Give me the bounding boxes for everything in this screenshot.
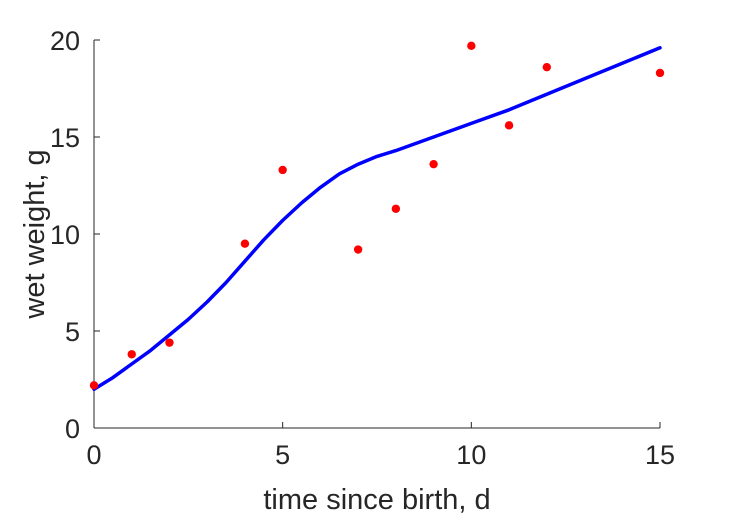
data-point	[278, 165, 287, 175]
chart-tick-labels: 0 5 10 15 0 5 10 15 20	[50, 26, 675, 470]
data-point	[429, 159, 438, 169]
data-point	[467, 41, 476, 51]
y-tick-label: 10	[50, 220, 80, 250]
x-tick-label: 10	[456, 440, 486, 470]
x-tick-label: 5	[275, 440, 290, 470]
y-tick-label: 20	[50, 26, 80, 56]
y-tick-label: 5	[65, 317, 80, 347]
y-tick-label: 15	[50, 123, 80, 153]
model-fit-line	[92, 46, 662, 391]
data-point	[89, 381, 99, 390]
data-point	[240, 239, 250, 248]
data-point	[127, 350, 136, 359]
data-point	[504, 121, 514, 130]
y-tick-label: 0	[65, 414, 80, 444]
data-point	[353, 245, 363, 254]
x-axis-label: time since birth, d	[263, 484, 490, 516]
x-tick-label: 15	[645, 440, 675, 470]
data-point	[542, 62, 551, 72]
data-point	[391, 204, 401, 213]
chart-axes	[93, 39, 661, 429]
x-tick-label: 0	[86, 440, 101, 470]
data-point	[165, 338, 174, 347]
data-point	[655, 68, 665, 78]
chart-series	[89, 41, 665, 391]
y-axis-label: wet weight, g	[19, 149, 51, 319]
